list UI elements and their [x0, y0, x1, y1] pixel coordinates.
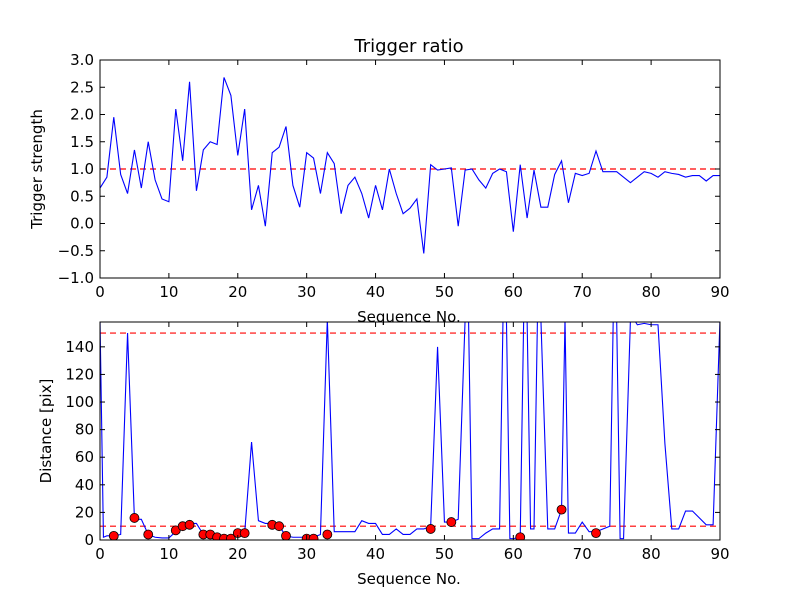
plot-clip-group: [100, 322, 720, 540]
top-chart-ylabel: Trigger strength: [28, 109, 46, 230]
marker-point: [108, 530, 119, 540]
bottom-chart-ylabel: Distance [pix]: [37, 379, 55, 484]
x-tick-label: 80: [642, 545, 661, 563]
x-tick-label: 40: [366, 283, 385, 301]
x-tick-label: 50: [435, 283, 454, 301]
y-tick-label: 3.0: [70, 51, 94, 69]
marker-point: [322, 529, 333, 540]
marker-point: [184, 519, 195, 530]
top-chart: Trigger ratio Sequence No. Trigger stren…: [28, 36, 730, 326]
y-tick-label: 2.5: [70, 78, 94, 96]
series-line-0: [100, 322, 720, 540]
x-tick-label: 20: [228, 545, 247, 563]
marker-point: [281, 530, 291, 540]
x-tick-label: 0: [95, 545, 105, 563]
bottom-chart: Sequence No. Distance [pix] 0 10 20 30 40 50 6…: [37, 321, 730, 588]
marker-point: [591, 528, 601, 539]
x-tick-label: 10: [159, 545, 178, 563]
marker-point: [515, 532, 526, 540]
series-line-0: [100, 77, 720, 254]
marker-point: [225, 533, 236, 540]
marker-point: [446, 517, 457, 527]
y-tick-label: 120: [65, 365, 94, 383]
y-tick-label: 1.5: [70, 133, 94, 151]
marker-point: [129, 513, 140, 523]
y-tick-label: −1.0: [58, 269, 94, 287]
x-tick-label: 90: [710, 545, 729, 563]
marker-point: [143, 529, 154, 540]
y-tick-label: 140: [65, 338, 94, 356]
y-tick-label: −0.5: [58, 242, 94, 260]
marker-point: [556, 504, 567, 515]
top-chart-xlabel: Sequence No.: [357, 308, 461, 326]
x-tick-label: 80: [642, 283, 661, 301]
y-tick-label: 100: [65, 393, 94, 411]
marker-point: [425, 524, 436, 534]
x-tick-label: 70: [573, 545, 592, 563]
x-tick-label: 60: [504, 545, 523, 563]
top-chart-plot-area: 0 10 20 30 40 50 60 70 80 90 −1.0 −0.5 0.0 0.5 1.0 1.5 2…: [58, 51, 730, 301]
plot-frame: [99, 321, 721, 541]
x-tick-label: 70: [573, 283, 592, 301]
y-tick-label: 1.0: [70, 160, 94, 178]
top-chart-title: Trigger ratio: [353, 36, 463, 57]
x-tick-label: 30: [297, 283, 316, 301]
y-tick-label: 0.0: [70, 215, 94, 233]
y-tick-label: 0.5: [70, 187, 94, 205]
marker-point: [308, 533, 319, 540]
x-tick-label: 10: [159, 283, 178, 301]
y-tick-label: 2.0: [70, 106, 94, 124]
x-tick-label: 30: [297, 545, 316, 563]
x-tick-label: 0: [95, 283, 105, 301]
x-tick-label: 20: [228, 283, 247, 301]
x-tick-label: 50: [435, 545, 454, 563]
y-tick-label: 0: [84, 531, 94, 549]
y-tick-label: 40: [75, 476, 94, 494]
y-tick-label: 60: [75, 448, 94, 466]
marker-point: [239, 528, 250, 539]
x-tick-label: 60: [504, 283, 523, 301]
x-tick-label: 90: [710, 283, 729, 301]
bottom-chart-plot-area: 0 10 20 30 40 50 60 70 80 90 0 20 40 60 80 100 120 140: [65, 321, 730, 563]
y-tick-label: 80: [75, 421, 94, 439]
plot-clip-group: [100, 77, 720, 254]
bottom-chart-xlabel: Sequence No.: [357, 570, 461, 588]
x-tick-label: 40: [366, 545, 385, 563]
y-tick-label: 20: [75, 503, 94, 521]
marker-point: [274, 521, 285, 532]
